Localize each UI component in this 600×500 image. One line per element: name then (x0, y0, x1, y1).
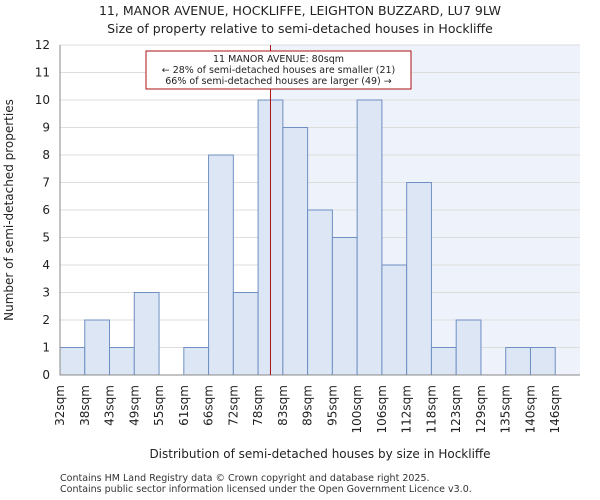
x-axis-label: Distribution of semi-detached houses by … (149, 447, 490, 461)
y-tick-label: 8 (42, 148, 50, 162)
attribution-footer: Contains HM Land Registry data © Crown c… (60, 473, 472, 495)
y-tick-label: 4 (42, 258, 50, 272)
footer-line-1: Contains HM Land Registry data © Crown c… (60, 473, 430, 484)
x-tick-label: 43sqm (103, 385, 117, 426)
y-tick-label: 3 (42, 286, 50, 300)
x-tick-label: 106sqm (375, 385, 389, 433)
x-tick-label: 129sqm (474, 385, 488, 433)
y-axis-label: Number of semi-detached properties (2, 99, 16, 321)
x-tick-label: 89sqm (301, 385, 315, 426)
histogram-bar (356, 99, 383, 376)
x-tick-label: 32sqm (53, 385, 67, 426)
x-tick-label: 66sqm (202, 385, 216, 426)
footer-line-2: Contains public sector information licen… (60, 484, 472, 495)
x-tick-label: 100sqm (350, 385, 364, 433)
y-tick-label: 6 (42, 203, 50, 217)
histogram-bar (232, 292, 259, 376)
x-tick-label: 49sqm (127, 385, 141, 426)
x-tick-label: 95sqm (325, 385, 339, 426)
annotation-line: 11 MANOR AVENUE: 80sqm (213, 54, 344, 65)
histogram-bar (109, 347, 135, 376)
x-tick-label: 61sqm (177, 385, 191, 426)
x-tick-label: 38sqm (78, 385, 92, 426)
histogram-bar (331, 237, 358, 376)
y-tick-label: 5 (42, 231, 50, 245)
x-tick-label: 78sqm (251, 385, 265, 426)
histogram-bar (307, 209, 333, 376)
y-tick-label: 7 (42, 176, 50, 190)
chart-title-block: 11, MANOR AVENUE, HOCKLIFFE, LEIGHTON BU… (0, 2, 600, 38)
y-tick-label: 11 (35, 66, 50, 80)
annotation-box (145, 50, 412, 90)
x-tick-label: 146sqm (548, 385, 562, 433)
annotation-line: 66% of semi-detached houses are larger (… (165, 76, 392, 87)
y-tick-label: 9 (42, 121, 50, 135)
x-tick-label: 135sqm (499, 385, 513, 433)
x-tick-label: 112sqm (400, 385, 414, 433)
histogram-bar (208, 154, 234, 376)
x-tick-label: 72sqm (226, 385, 240, 426)
y-tick-label: 10 (35, 93, 50, 107)
annotation-line: ← 28% of semi-detached houses are smalle… (162, 65, 396, 76)
histogram-bar (84, 319, 111, 376)
x-tick-label: 123sqm (449, 385, 463, 433)
histogram-bar (529, 347, 556, 376)
histogram-bar (505, 347, 531, 376)
chart-title: 11, MANOR AVENUE, HOCKLIFFE, LEIGHTON BU… (98, 3, 502, 18)
histogram-bar (430, 347, 457, 376)
histogram-bar (282, 127, 309, 376)
chart-subtitle: Size of property relative to semi-detach… (107, 21, 493, 36)
histogram-bar (133, 292, 160, 376)
x-tick-label: 55sqm (152, 385, 166, 426)
histogram-bar (381, 264, 408, 376)
y-tick-label: 2 (42, 313, 50, 327)
histogram-bar (183, 347, 210, 376)
y-tick-label: 1 (42, 341, 50, 355)
histogram-bar (59, 347, 86, 376)
x-tick-label: 140sqm (523, 385, 537, 433)
x-tick-label: 83sqm (276, 385, 290, 426)
y-tick-label: 0 (42, 368, 50, 382)
x-tick-label: 118sqm (424, 385, 438, 433)
y-tick-label: 12 (35, 38, 50, 52)
histogram-bar (455, 319, 482, 376)
histogram-bar (406, 182, 432, 376)
